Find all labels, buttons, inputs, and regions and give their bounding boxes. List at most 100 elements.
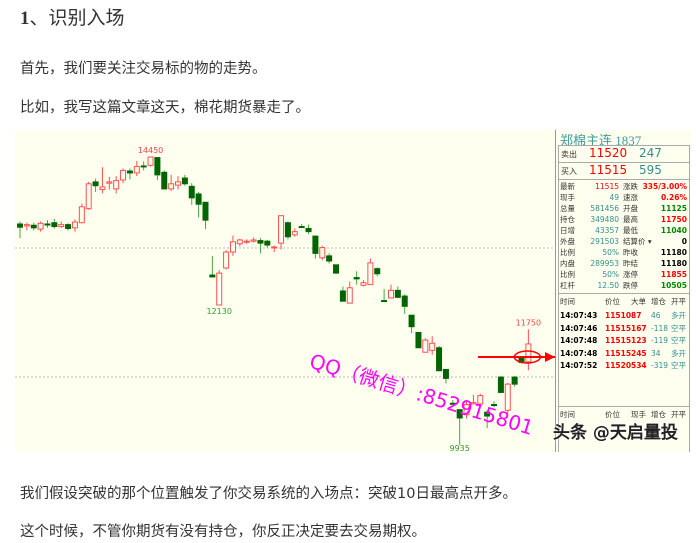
sell-volume: 247	[639, 146, 662, 160]
paragraph: 我们假设突破的那个位置触发了你交易系统的入场点：突破10日最高点开多。	[20, 486, 517, 502]
candle	[491, 401, 498, 408]
stat-label: 总量	[560, 204, 575, 213]
candle	[30, 222, 37, 231]
candle	[99, 167, 106, 194]
candle	[346, 281, 353, 304]
trade-cell: 11510	[605, 311, 632, 320]
candle	[147, 156, 154, 167]
trade-list: 时间 价位 大单 增仓 开平 14:07:43 11510 87 46 多开 14:07:46 115…	[558, 293, 690, 406]
candle	[415, 331, 422, 349]
candle	[44, 220, 51, 228]
column-header: 开平	[671, 297, 686, 306]
trade-row: 14:07:46 11515 167 -118 空平	[559, 323, 689, 334]
stat-label: 涨跌	[623, 182, 638, 191]
stat-value: 11040	[660, 226, 687, 235]
candle	[106, 176, 113, 190]
candle	[470, 394, 477, 405]
paragraph: 比如，我写这篇文章这天，棉花期货暴走了。	[20, 100, 310, 116]
candlestick-chart: 14450 12130 9935 11750 QQ（微信）:852915801	[15, 130, 575, 453]
candle	[511, 375, 518, 387]
candle	[216, 269, 223, 306]
candle	[92, 178, 99, 193]
stat-value: 581456	[590, 204, 619, 213]
high-label: 11750	[516, 318, 541, 327]
buy-row: 买入 11515 595	[558, 162, 690, 180]
stat-row: 总量 581456 开盘 11125	[559, 203, 689, 214]
candle	[154, 157, 161, 180]
stat-label: 最低	[623, 226, 638, 235]
stat-value: 43357	[595, 226, 619, 235]
stat-value: 10505	[660, 281, 687, 290]
candle	[181, 174, 188, 186]
candle	[168, 174, 175, 191]
candle	[319, 245, 326, 261]
candle	[456, 409, 463, 446]
stat-row: 内盘 289953 昨结 11180	[559, 258, 689, 269]
trade-cell: 534	[631, 361, 647, 370]
trade-cell: 多开	[671, 311, 686, 320]
low-label: 9935	[450, 444, 470, 452]
candle	[339, 286, 346, 302]
stat-row: 外盘 291503 结算价 ▾ 0	[559, 236, 689, 247]
candle	[188, 183, 195, 205]
stat-label: 日增	[560, 226, 575, 235]
stat-label: 结算价 ▾	[623, 237, 652, 246]
stat-label: 内盘	[560, 259, 575, 268]
trade-cell: 空平	[671, 336, 686, 345]
candle	[71, 219, 78, 232]
stat-value: 349480	[590, 215, 619, 224]
trade-cell: 11520	[605, 361, 632, 370]
candle	[51, 218, 58, 229]
candle	[298, 223, 305, 229]
trade-cell: 空平	[671, 323, 686, 333]
candle	[257, 238, 264, 254]
buy-label: 买入	[561, 167, 577, 176]
candle	[140, 161, 147, 171]
column-header: 价位	[605, 410, 620, 419]
stat-label: 最新	[560, 182, 575, 191]
candle	[195, 192, 202, 218]
stat-value: 12.50	[597, 281, 619, 290]
candle	[429, 336, 436, 355]
candle	[449, 400, 456, 405]
quote-title: 郑棉主连 1837	[560, 130, 641, 149]
stat-value: 0	[681, 237, 687, 246]
candle	[278, 215, 285, 250]
candle	[477, 393, 484, 406]
stat-label: 速涨	[623, 193, 638, 202]
trade-cell: 123	[631, 336, 647, 345]
candle	[161, 170, 168, 190]
candle	[85, 181, 92, 210]
column-header: 价位	[605, 297, 620, 306]
stat-value: 0.26%	[660, 193, 687, 202]
candle	[23, 222, 30, 231]
candle	[113, 176, 120, 194]
stat-row: 日增 43357 最低 11040	[559, 225, 689, 236]
trade-cell: 167	[631, 323, 647, 333]
sell-price: 11520	[589, 146, 628, 160]
stat-row: 比例 50% 涨停 11855	[559, 269, 689, 280]
candle	[229, 235, 236, 256]
low-label: 12130	[207, 307, 232, 316]
candle	[65, 223, 72, 231]
stat-value: 11750	[660, 215, 687, 224]
candle	[37, 221, 44, 232]
buy-price: 11515	[589, 163, 628, 177]
candle	[525, 329, 532, 371]
candle	[401, 294, 408, 314]
stat-label: 昨结	[623, 259, 638, 268]
stat-row: 持仓 349480 最高 11750	[559, 214, 689, 225]
candle	[381, 289, 388, 303]
trade-cell: 14:07:52	[560, 361, 598, 370]
candle	[243, 239, 250, 244]
stat-value: 289953	[590, 259, 619, 268]
candle	[305, 224, 312, 235]
contract-code: 1837	[615, 133, 642, 148]
arrow-head-icon	[545, 352, 555, 362]
candle	[484, 410, 491, 429]
paragraph: 首先，我们要关注交易标的物的走势。	[20, 61, 267, 77]
stat-label: 杠杆	[560, 281, 575, 290]
trade-list-2: 时间 价位 现手 增仓 开平	[558, 406, 690, 452]
candle	[436, 345, 443, 372]
column-header: 增仓	[651, 297, 666, 306]
